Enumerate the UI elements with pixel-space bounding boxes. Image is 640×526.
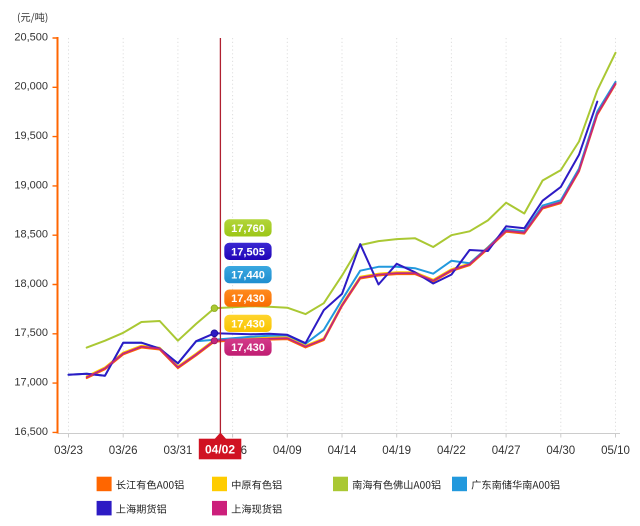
svg-text:04/14: 04/14 [328, 445, 357, 457]
svg-text:03/23: 03/23 [54, 445, 83, 457]
svg-text:19,000: 19,000 [14, 179, 48, 191]
svg-text:20,000: 20,000 [14, 81, 48, 93]
svg-text:17,505: 17,505 [231, 246, 265, 258]
svg-text:04/09: 04/09 [273, 445, 302, 457]
svg-text:20,500: 20,500 [14, 31, 48, 43]
svg-text:04/19: 04/19 [382, 445, 411, 457]
svg-text:04/27: 04/27 [492, 445, 521, 457]
svg-text:17,440: 17,440 [231, 270, 265, 282]
svg-text:17,760: 17,760 [231, 223, 265, 235]
svg-text:04/30: 04/30 [546, 445, 575, 457]
svg-text:03/31: 03/31 [164, 445, 193, 457]
svg-text:19,500: 19,500 [14, 130, 48, 142]
svg-text:18,500: 18,500 [14, 229, 48, 241]
svg-text:17,500: 17,500 [14, 327, 48, 339]
svg-text:17,430: 17,430 [231, 318, 265, 330]
svg-text:17,000: 17,000 [14, 377, 48, 389]
svg-text:17,430: 17,430 [231, 342, 265, 354]
svg-text:18,000: 18,000 [14, 278, 48, 290]
svg-text:04/22: 04/22 [437, 445, 466, 457]
svg-text:03/26: 03/26 [109, 445, 138, 457]
svg-text:04/02: 04/02 [205, 443, 235, 457]
svg-text:17,430: 17,430 [231, 293, 265, 305]
svg-text:16,500: 16,500 [14, 426, 48, 438]
svg-text:05/10: 05/10 [601, 445, 630, 457]
